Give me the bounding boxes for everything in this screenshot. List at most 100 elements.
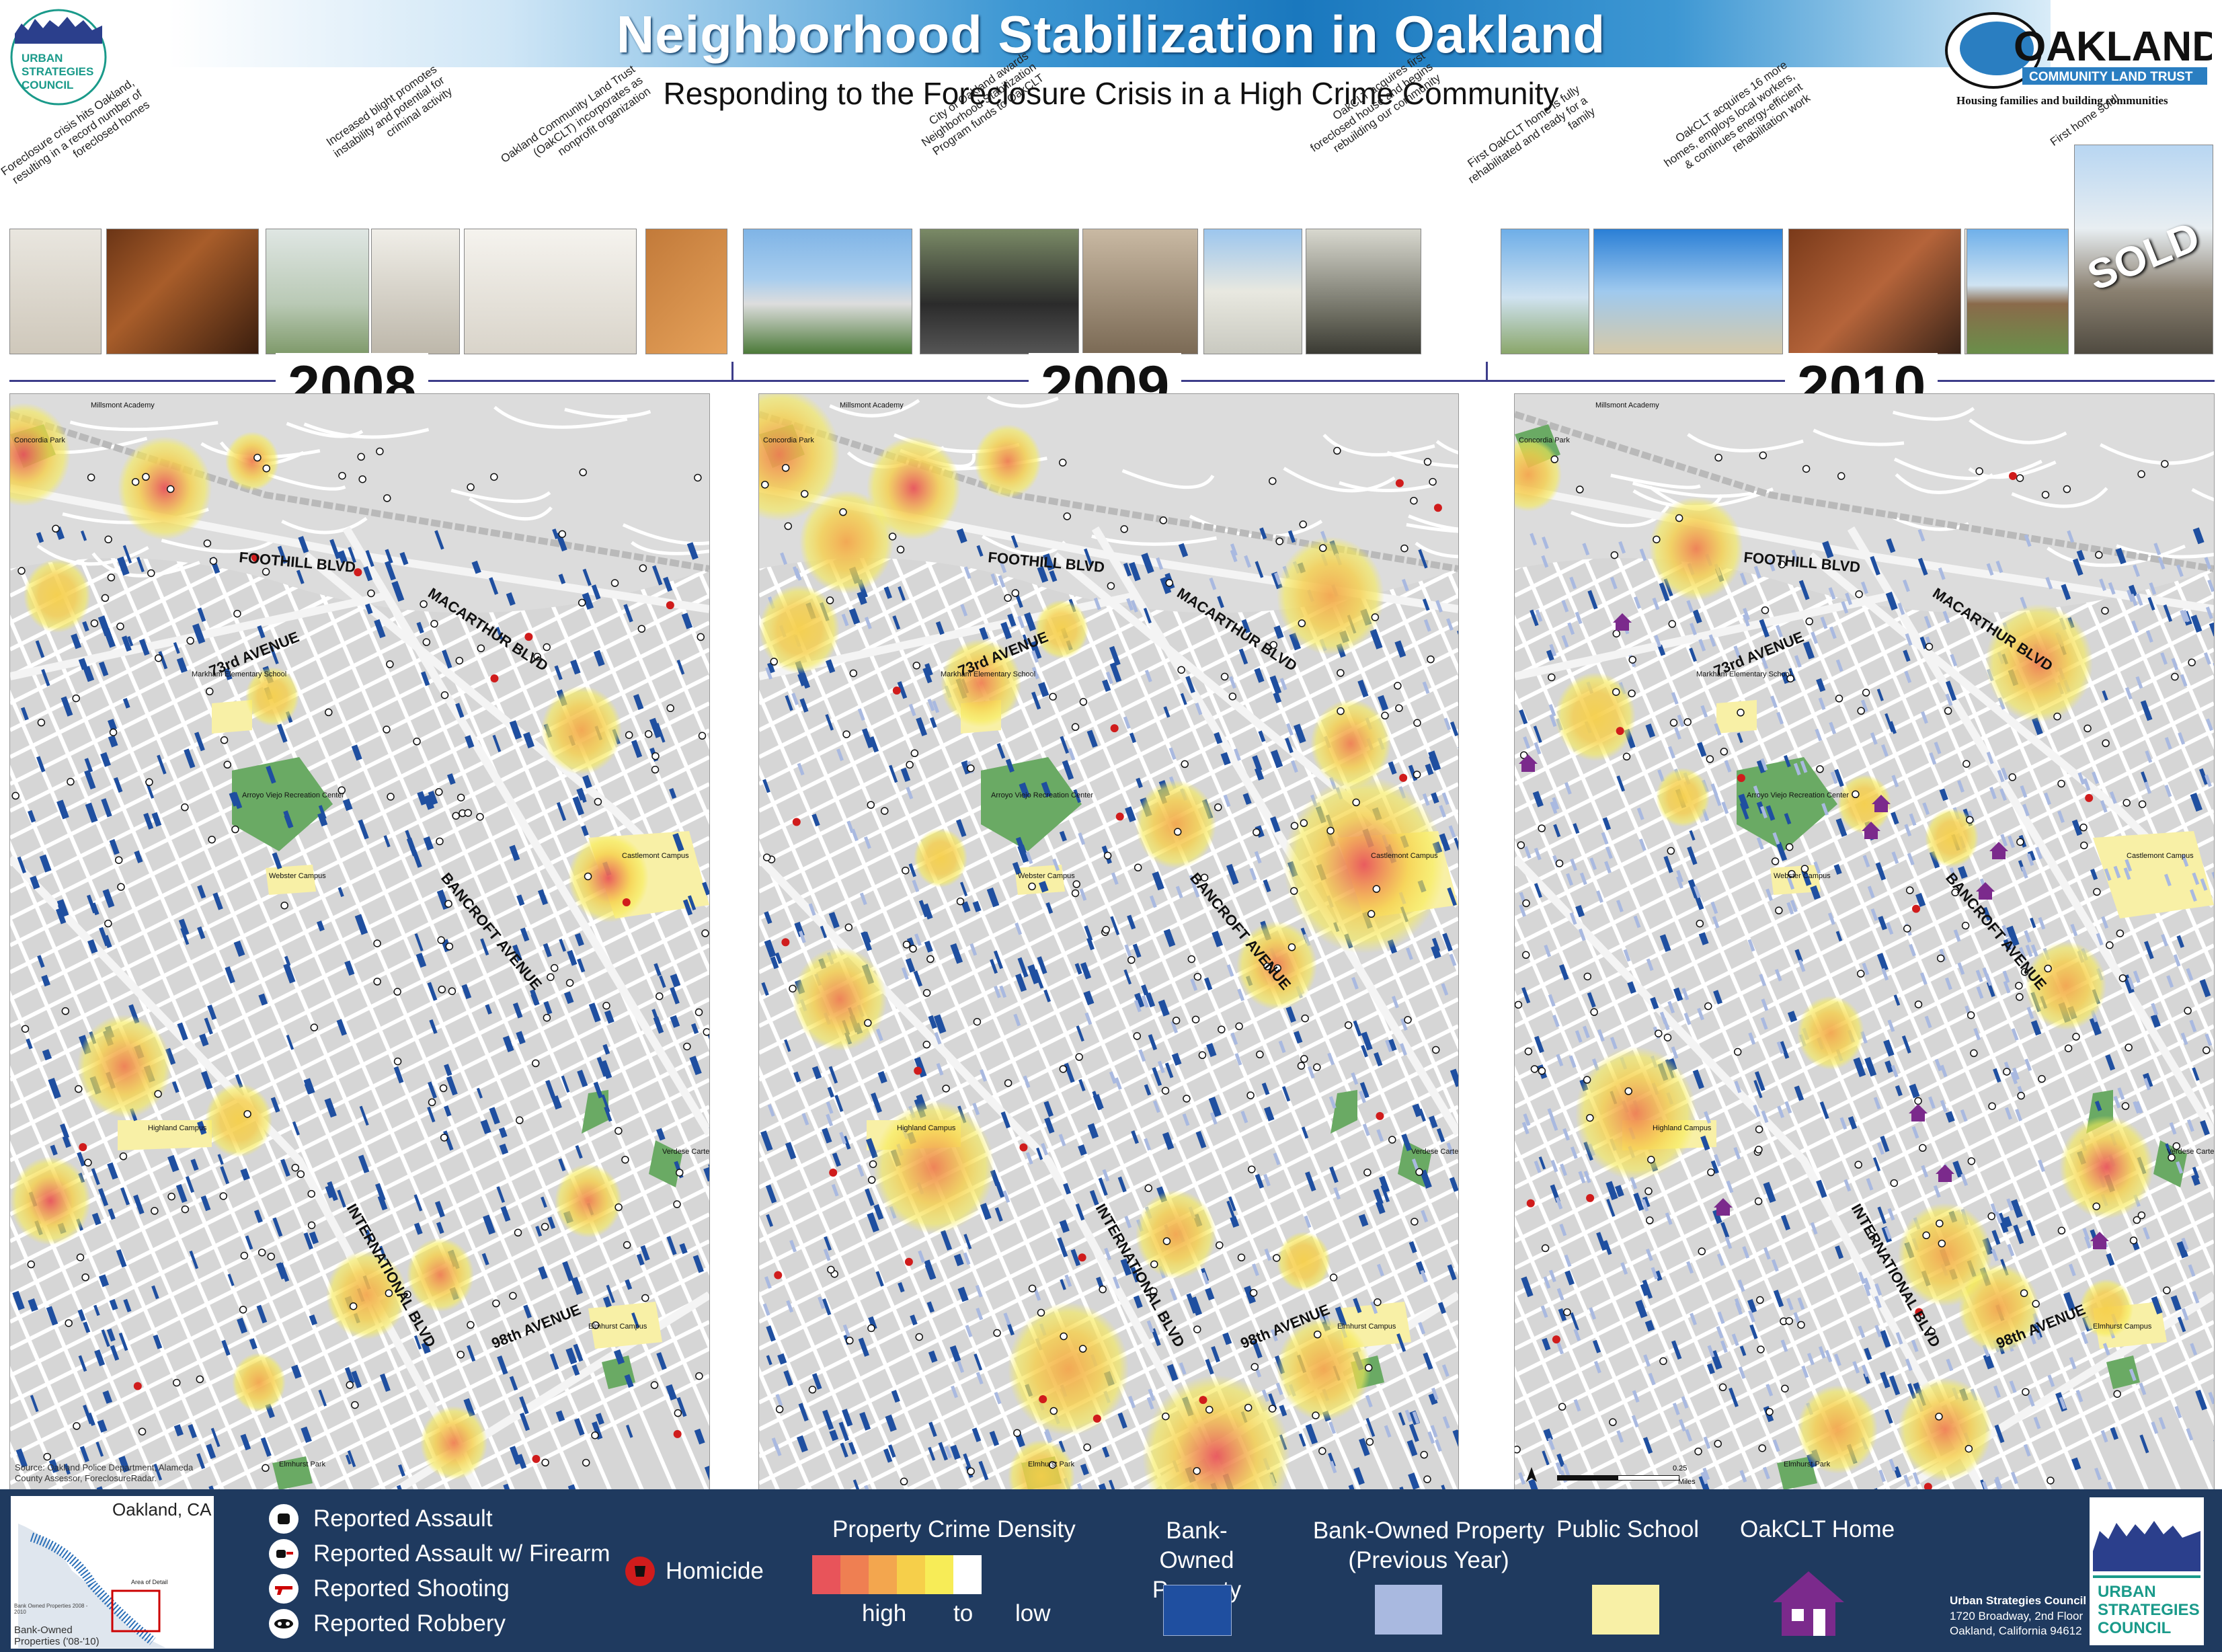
- photo-rehab-interior: [1082, 229, 1198, 354]
- svg-text:Arroyo Viejo Recreation Center: Arroyo Viejo Recreation Center: [991, 791, 1093, 799]
- svg-text:Arroyo Viejo Recreation Center: Arroyo Viejo Recreation Center: [242, 791, 344, 799]
- oclt-tagline: Housing families and building communitie…: [1956, 94, 2168, 107]
- density-title: Property Crime Density: [832, 1516, 1076, 1542]
- scale-unit: Miles: [1678, 1478, 1696, 1486]
- photo-boarded-house: [743, 229, 912, 354]
- density-swatch: [812, 1555, 840, 1594]
- page-title: Neighborhood Stabilization in Oakland: [616, 5, 1606, 64]
- photo-finished-house: [1501, 229, 1589, 354]
- legend-crime-list: Reported Assault Reported Assault w/ Fir…: [269, 1501, 610, 1641]
- photo-trashed-interior: [106, 229, 259, 354]
- map-2009[interactable]: FOOTHILL BLVD MACARTHUR BLVD 73rd AVENUE BA…: [758, 393, 1459, 1491]
- svg-text:Millsmont Academy: Millsmont Academy: [840, 401, 904, 409]
- svg-text:Markham Elementary School: Markham Elementary School: [192, 670, 286, 678]
- density-swatch: [840, 1555, 869, 1594]
- density-high-label: high: [862, 1600, 907, 1626]
- svg-text:Highland Campus: Highland Campus: [148, 1124, 207, 1132]
- usc-logo-footer: URBAN STRATEGIES COUNCIL: [2090, 1497, 2204, 1645]
- density-swatch: [897, 1555, 925, 1594]
- svg-text:Verdese Carter Park: Verdese Carter Park: [2167, 1148, 2214, 1156]
- legend-item-shooting: Reported Shooting: [269, 1571, 610, 1606]
- density-swatch: [953, 1555, 982, 1594]
- photo-more-homes: [1593, 229, 1783, 354]
- photo-house-rebuild: [1203, 229, 1302, 354]
- density-swatch: [869, 1555, 897, 1594]
- density-low-label: low: [1015, 1600, 1051, 1626]
- oclt-name: OAKLAND: [2014, 24, 2212, 70]
- inset-area-label: Area of Detail: [131, 1579, 168, 1585]
- org-address1: 1720 Broadway, 2nd Floor: [1950, 1610, 2084, 1622]
- usc-logo-line2: STRATEGIES: [22, 65, 93, 78]
- legend-item-homicide: Homicide: [625, 1557, 764, 1586]
- density-ramp: [812, 1555, 982, 1594]
- svg-text:Concordia Park: Concordia Park: [1519, 436, 1570, 444]
- svg-text:Elmhurst Park: Elmhurst Park: [279, 1460, 326, 1468]
- svg-text:Castlemont Campus: Castlemont Campus: [1371, 852, 1438, 860]
- legend-item-robbery: Reported Robbery: [269, 1606, 610, 1641]
- photo-community-group: [1306, 229, 1421, 354]
- north-arrow-icon: [1525, 1467, 1538, 1482]
- map-source-note: Source: Oakland Police Department, Alame…: [15, 1462, 194, 1483]
- inset-note: Bank Owned Properties 2008 - 2010: [14, 1603, 88, 1615]
- svg-text:Elmhurst Campus: Elmhurst Campus: [2093, 1323, 2152, 1331]
- usc-logo-line3: COUNCIL: [22, 79, 73, 91]
- bank-owned-swatch: [1163, 1585, 1232, 1636]
- photo-blighted-house: [266, 229, 369, 354]
- oakclt-home-icon: [1772, 1570, 1846, 1641]
- oakclt-home-label: OakCLT Home: [1740, 1516, 1895, 1542]
- svg-text:Elmhurst Campus: Elmhurst Campus: [588, 1323, 647, 1331]
- svg-text:Millsmont Academy: Millsmont Academy: [91, 401, 155, 409]
- photo-empty-room: [464, 229, 637, 354]
- svg-text:Markham Elementary School: Markham Elementary School: [941, 670, 1035, 678]
- timeline-caption: OakCLT acquires first foreclosed house a…: [1308, 49, 1443, 155]
- inset-map: Oakland, CA Area of Detail Bank Owned Pr…: [11, 1496, 214, 1649]
- photo-trash-pile: [920, 229, 1079, 354]
- svg-text:Verdese Carter Park: Verdese Carter Park: [662, 1148, 709, 1156]
- svg-text:Highland Campus: Highland Campus: [1653, 1124, 1712, 1132]
- oclt-sub: COMMUNITY LAND TRUST: [2029, 70, 2193, 84]
- inset-title: Oakland, CA: [112, 1499, 212, 1520]
- usc-footer-line2: STRATEGIES: [2098, 1601, 2200, 1619]
- legend-item-assault: Reported Assault: [269, 1501, 610, 1536]
- photo-foreclosure-notice: [9, 229, 102, 354]
- map-2010[interactable]: FOOTHILL BLVD MACARTHUR BLVD 73rd AVENUE BA…: [1514, 393, 2215, 1491]
- photo-sold-house: SOLD: [2074, 145, 2213, 354]
- svg-text:Arroyo Viejo Recreation Center: Arroyo Viejo Recreation Center: [1747, 791, 1849, 799]
- svg-text:Webster Campus: Webster Campus: [269, 872, 326, 880]
- assault-icon: [269, 1504, 299, 1534]
- bank-owned-prev-swatch: [1375, 1585, 1442, 1635]
- density-to-label: to: [953, 1600, 974, 1626]
- org-name: Urban Strategies Council: [1950, 1594, 2087, 1607]
- svg-text:Webster Campus: Webster Campus: [1018, 872, 1075, 880]
- gun-icon: [269, 1574, 299, 1604]
- svg-text:Elmhurst Park: Elmhurst Park: [1784, 1460, 1831, 1468]
- density-swatch: [925, 1555, 953, 1594]
- svg-text:Elmhurst Park: Elmhurst Park: [1028, 1460, 1075, 1468]
- legend-item-assault-firearm: Reported Assault w/ Firearm: [269, 1536, 610, 1571]
- svg-text:Webster Campus: Webster Campus: [1774, 872, 1831, 880]
- usc-logo-line1: URBAN: [22, 52, 63, 65]
- scale-bar: 0.25 Miles: [1525, 1460, 1696, 1487]
- scale-distance: 0.25: [1673, 1464, 1688, 1472]
- svg-text:Castlemont Campus: Castlemont Campus: [2127, 852, 2194, 860]
- svg-text:Concordia Park: Concordia Park: [763, 436, 814, 444]
- svg-text:Highland Campus: Highland Campus: [897, 1124, 956, 1132]
- photo-kitchen: [1788, 229, 1961, 354]
- photo-graffiti-wall: [371, 229, 460, 354]
- homicide-icon: [625, 1557, 655, 1586]
- org-address2: Oakland, California 94612: [1950, 1624, 2082, 1637]
- public-school-label: Public School: [1556, 1516, 1700, 1542]
- oakland-clt-logo: OAKLAND COMMUNITY LAND TRUST Housing fam…: [1943, 7, 2222, 108]
- bank-owned-prev-label: Bank-Owned Property (Previous Year): [1312, 1518, 1545, 1573]
- page-subtitle: Responding to the Foreclosure Crisis in …: [663, 76, 1559, 111]
- assault-firearm-icon: [269, 1539, 299, 1569]
- svg-text:Millsmont Academy: Millsmont Academy: [1595, 401, 1659, 409]
- svg-text:Castlemont Campus: Castlemont Campus: [622, 852, 689, 860]
- map-2008[interactable]: FOOTHILL BLVD MACARTHUR BLVD 73rd AVENUE BA…: [9, 393, 710, 1491]
- svg-text:Verdese Carter Park: Verdese Carter Park: [1411, 1148, 1458, 1156]
- sold-stamp: SOLD: [2081, 213, 2207, 300]
- svg-text:Markham Elementary School: Markham Elementary School: [1696, 670, 1791, 678]
- svg-text:Elmhurst Campus: Elmhurst Campus: [1337, 1323, 1396, 1331]
- usc-footer-line3: COUNCIL: [2098, 1619, 2171, 1637]
- public-school-swatch: [1592, 1585, 1659, 1635]
